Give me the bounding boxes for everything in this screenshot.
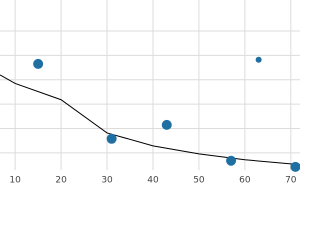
x-tick-label: 70 xyxy=(285,176,297,186)
x-tick-label: 30 xyxy=(101,176,113,186)
x-tick-label: 20 xyxy=(55,176,67,186)
chart: 10 20 30 40 50 60 70 xyxy=(0,0,300,200)
fit-curve xyxy=(0,74,300,166)
background xyxy=(0,0,300,200)
point xyxy=(106,133,117,144)
point xyxy=(255,56,262,63)
point xyxy=(161,119,172,130)
point xyxy=(226,155,237,166)
x-tick-label: 40 xyxy=(147,176,159,186)
point xyxy=(290,161,300,172)
x-tick-label: 10 xyxy=(9,176,21,186)
x-tick-label: 60 xyxy=(239,176,251,186)
x-tick-label: 50 xyxy=(193,176,205,186)
point xyxy=(33,58,44,69)
